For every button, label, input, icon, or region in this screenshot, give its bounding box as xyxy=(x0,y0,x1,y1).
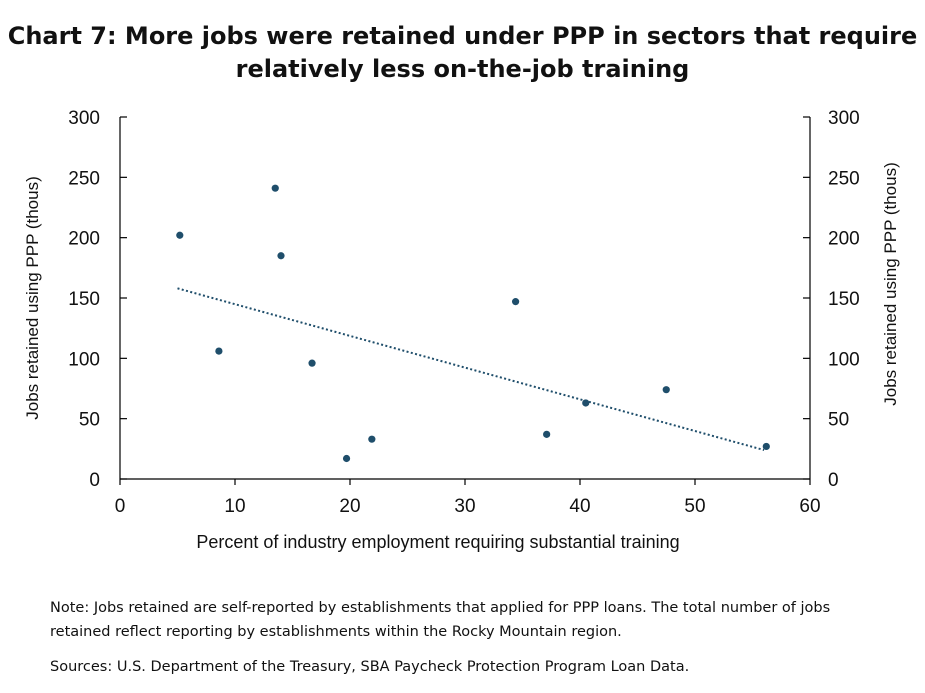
x-tick-label: 0 xyxy=(115,496,126,517)
y-tick-label-left: 200 xyxy=(68,229,100,250)
chart-title-line-2: relatively less on-the-job training xyxy=(235,55,690,83)
y-tick-label-right: 50 xyxy=(828,410,849,431)
data-point xyxy=(215,347,223,355)
x-tick-label: 30 xyxy=(454,496,475,517)
data-point xyxy=(543,430,551,438)
y-tick-label-left: 150 xyxy=(68,289,100,310)
x-tick-label: 10 xyxy=(224,496,245,517)
x-tick-label: 20 xyxy=(339,496,360,517)
trend-line xyxy=(177,287,765,452)
y-tick-label-left: 250 xyxy=(68,168,100,189)
x-axis-label: Percent of industry employment requiring… xyxy=(196,532,679,552)
data-point xyxy=(582,399,590,407)
data-point xyxy=(342,454,351,463)
data-point xyxy=(511,298,520,306)
data-point xyxy=(762,442,770,451)
data-point xyxy=(277,252,285,260)
chart-title-line-1: Chart 7: More jobs were retained under P… xyxy=(7,22,918,50)
chart-title: Chart 7: More jobs were retained under P… xyxy=(0,20,925,86)
x-tick-label: 40 xyxy=(569,496,590,517)
x-tick-label: 60 xyxy=(799,496,820,517)
y-tick-label-right: 100 xyxy=(828,349,860,370)
y-axis-label-left: Jobs retained using PPP (thous) xyxy=(23,176,42,420)
data-point xyxy=(308,359,316,367)
chart-notes: Note: Jobs retained are self-reported by… xyxy=(50,596,890,679)
y-tick-label-left: 100 xyxy=(68,349,100,370)
data-point xyxy=(176,231,184,239)
y-axis-label-right: Jobs retained using PPP (thous) xyxy=(881,162,900,406)
y-tick-label-right: 0 xyxy=(828,470,839,491)
y-tick-label-right: 150 xyxy=(828,289,860,310)
points-layer xyxy=(176,184,770,463)
x-tick-label: 50 xyxy=(684,496,705,517)
y-tick-label-right: 200 xyxy=(828,229,860,250)
trend-layer xyxy=(177,287,765,452)
y-tick-label-right: 250 xyxy=(828,168,860,189)
data-point xyxy=(271,184,279,192)
data-point xyxy=(368,435,376,443)
y-tick-label-left: 50 xyxy=(79,410,100,431)
y-tick-label-left: 300 xyxy=(68,108,100,129)
note-text: Note: Jobs retained are self-reported by… xyxy=(50,600,831,640)
y-tick-label-right: 300 xyxy=(828,108,860,129)
sources-text: Sources: U.S. Department of the Treasury… xyxy=(50,659,690,675)
data-point xyxy=(662,386,670,394)
y-tick-label-left: 0 xyxy=(89,470,100,491)
